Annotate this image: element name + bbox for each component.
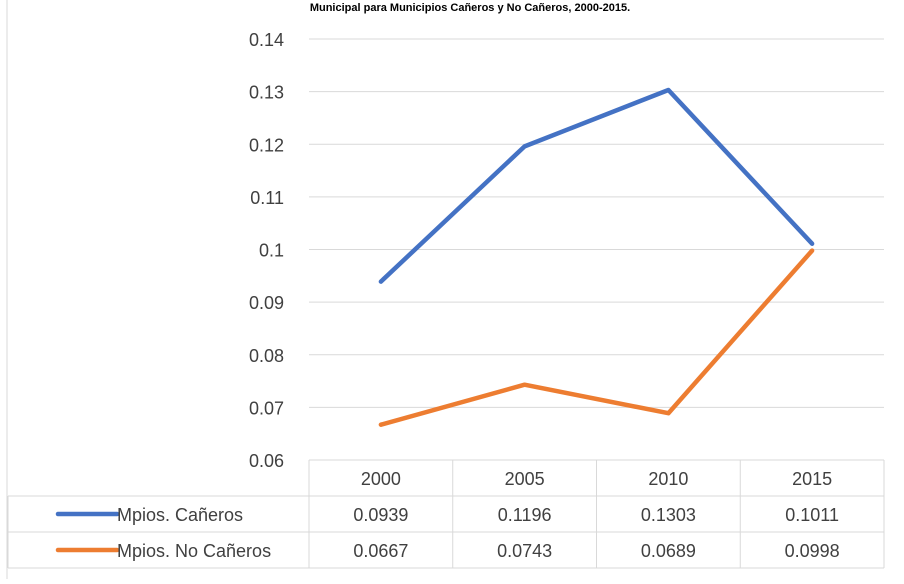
x-category-label: 2015 (792, 469, 832, 489)
series-line-1 (378, 87, 815, 284)
y-tick-label: 0.13 (249, 83, 284, 103)
series-line-2 (378, 248, 815, 427)
x-category-label: 2010 (648, 469, 688, 489)
gridlines (309, 38, 884, 408)
data-table: 2000 2005 2010 2015 Mpios. Cañeros 0.0939 0.11… (7, 459, 885, 569)
chart-title: Municipal para Municipios Cañeros y No C… (310, 2, 630, 14)
y-tick-label: 0.14 (249, 30, 284, 50)
y-tick-label: 0.06 (249, 451, 284, 471)
series-lines (378, 87, 815, 427)
legend-label-1: Mpios. Cañeros (117, 505, 243, 525)
y-tick-label: 0.08 (249, 346, 284, 366)
y-tick-label: 0.12 (249, 135, 284, 155)
legend-label-2: Mpios. No Cañeros (117, 541, 271, 561)
y-tick-label: 0.09 (249, 293, 284, 313)
data-table-value: 0.0667 (353, 541, 408, 561)
x-category-label: 2000 (361, 469, 401, 489)
y-tick-label: 0.07 (249, 398, 284, 418)
y-tick-label: 0.11 (250, 188, 284, 208)
data-table-value: 0.0689 (641, 541, 696, 561)
y-tick-label: 0.1 (259, 241, 284, 261)
data-table-value: 0.1303 (641, 505, 696, 525)
data-table-value: 0.1196 (498, 505, 552, 525)
data-table-value: 0.1011 (785, 505, 839, 525)
data-table-value: 0.0743 (497, 541, 552, 561)
y-axis-tick-labels: 0.14 0.13 0.12 0.11 0.1 0.09 0.08 0.07 0.06 (249, 30, 284, 471)
data-table-value: 0.0998 (785, 541, 840, 561)
x-category-label: 2005 (505, 469, 545, 489)
data-table-value: 0.0939 (353, 505, 408, 525)
